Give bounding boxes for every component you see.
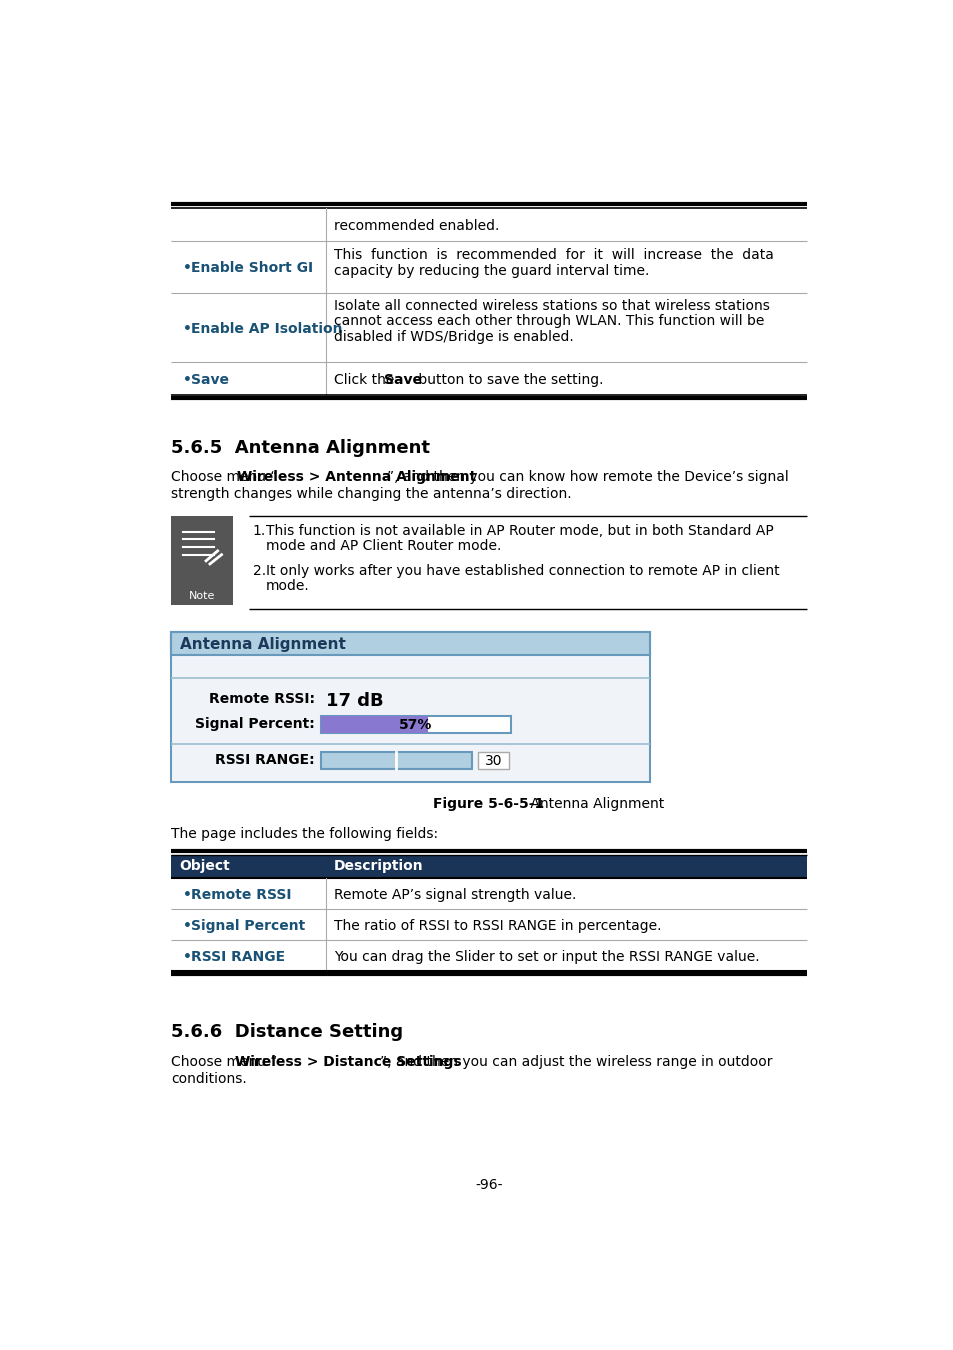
Text: 5.6.5  Antenna Alignment: 5.6.5 Antenna Alignment [171,439,430,458]
Text: Signal Percent:: Signal Percent: [194,717,314,732]
Text: 5.6.6  Distance Setting: 5.6.6 Distance Setting [171,1023,403,1041]
Text: 1.: 1. [253,524,266,537]
Text: Remote RSSI: Remote RSSI [191,888,291,902]
Bar [171,632,649,782]
Text: button to save the setting.: button to save the setting. [413,373,602,387]
Bar [171,516,233,605]
Bar [320,716,510,733]
Text: Wireless > Antenna Alignment: Wireless > Antenna Alignment [236,470,476,485]
Text: disabled if WDS/Bridge is enabled.: disabled if WDS/Bridge is enabled. [334,329,573,344]
Text: Choose menu “: Choose menu “ [171,1056,277,1069]
Text: You can drag the Slider to set or input the RSSI RANGE value.: You can drag the Slider to set or input … [334,949,759,964]
Text: Remote RSSI:: Remote RSSI: [209,691,314,706]
Text: Isolate all connected wireless stations so that wireless stations: Isolate all connected wireless stations … [334,300,769,313]
Text: The ratio of RSSI to RSSI RANGE in percentage.: The ratio of RSSI to RSSI RANGE in perce… [334,919,660,933]
Text: Remote AP’s signal strength value.: Remote AP’s signal strength value. [334,888,576,902]
Text: The page includes the following fields:: The page includes the following fields: [171,826,437,841]
Text: •: • [183,373,192,387]
Text: Object: Object [179,859,230,873]
Text: RSSI RANGE: RSSI RANGE [191,949,284,964]
Text: Signal Percent: Signal Percent [191,919,304,933]
Text: It only works after you have established connection to remote AP in client: It only works after you have established… [266,564,779,578]
Text: mode.: mode. [266,579,309,594]
Text: 17 dB: 17 dB [326,691,383,710]
Bar [171,855,806,878]
Text: Antenna Alignment: Antenna Alignment [180,637,346,652]
Text: Enable AP Isolation: Enable AP Isolation [191,323,342,336]
Text: •: • [183,888,192,902]
Text: •: • [183,949,192,964]
Text: Wireless > Distance Settings: Wireless > Distance Settings [235,1056,461,1069]
Text: Save: Save [191,373,229,387]
Text: -96-: -96- [475,1179,502,1192]
Text: •: • [183,919,192,933]
Text: Figure 5-6-5-1: Figure 5-6-5-1 [433,798,544,811]
Text: conditions.: conditions. [171,1072,247,1087]
Text: Enable Short GI: Enable Short GI [191,262,313,275]
Bar [320,716,428,733]
Text: recommended enabled.: recommended enabled. [334,219,498,234]
Text: Choose menu “: Choose menu “ [171,470,277,485]
Text: Save: Save [384,373,421,387]
Text: ”, and then you can know how remote the Device’s signal: ”, and then you can know how remote the … [386,470,787,485]
Text: RSSI RANGE:: RSSI RANGE: [214,753,314,767]
Text: •: • [183,323,192,336]
Text: 57%: 57% [398,718,432,732]
Text: mode and AP Client Router mode.: mode and AP Client Router mode. [266,539,500,553]
Bar [477,752,509,768]
Text: 30: 30 [484,755,502,768]
Text: capacity by reducing the guard interval time.: capacity by reducing the guard interval … [334,263,649,278]
Text: ”, and then you can adjust the wireless range in outdoor: ”, and then you can adjust the wireless … [380,1056,772,1069]
Text: Description: Description [334,859,423,873]
Text: Note: Note [189,591,215,601]
Text: 2.: 2. [253,564,265,578]
Bar [320,752,472,768]
Text: cannot access each other through WLAN. This function will be: cannot access each other through WLAN. T… [334,315,763,328]
Text: This  function  is  recommended  for  it  will  increase  the  data: This function is recommended for it will… [334,248,773,262]
Text: Click the: Click the [334,373,398,387]
Bar [171,632,649,655]
Text: Antenna Alignment: Antenna Alignment [525,798,663,811]
Text: This function is not available in AP Router mode, but in both Standard AP: This function is not available in AP Rou… [266,524,773,537]
Text: strength changes while changing the antenna’s direction.: strength changes while changing the ante… [171,487,571,501]
Text: •: • [183,262,192,275]
